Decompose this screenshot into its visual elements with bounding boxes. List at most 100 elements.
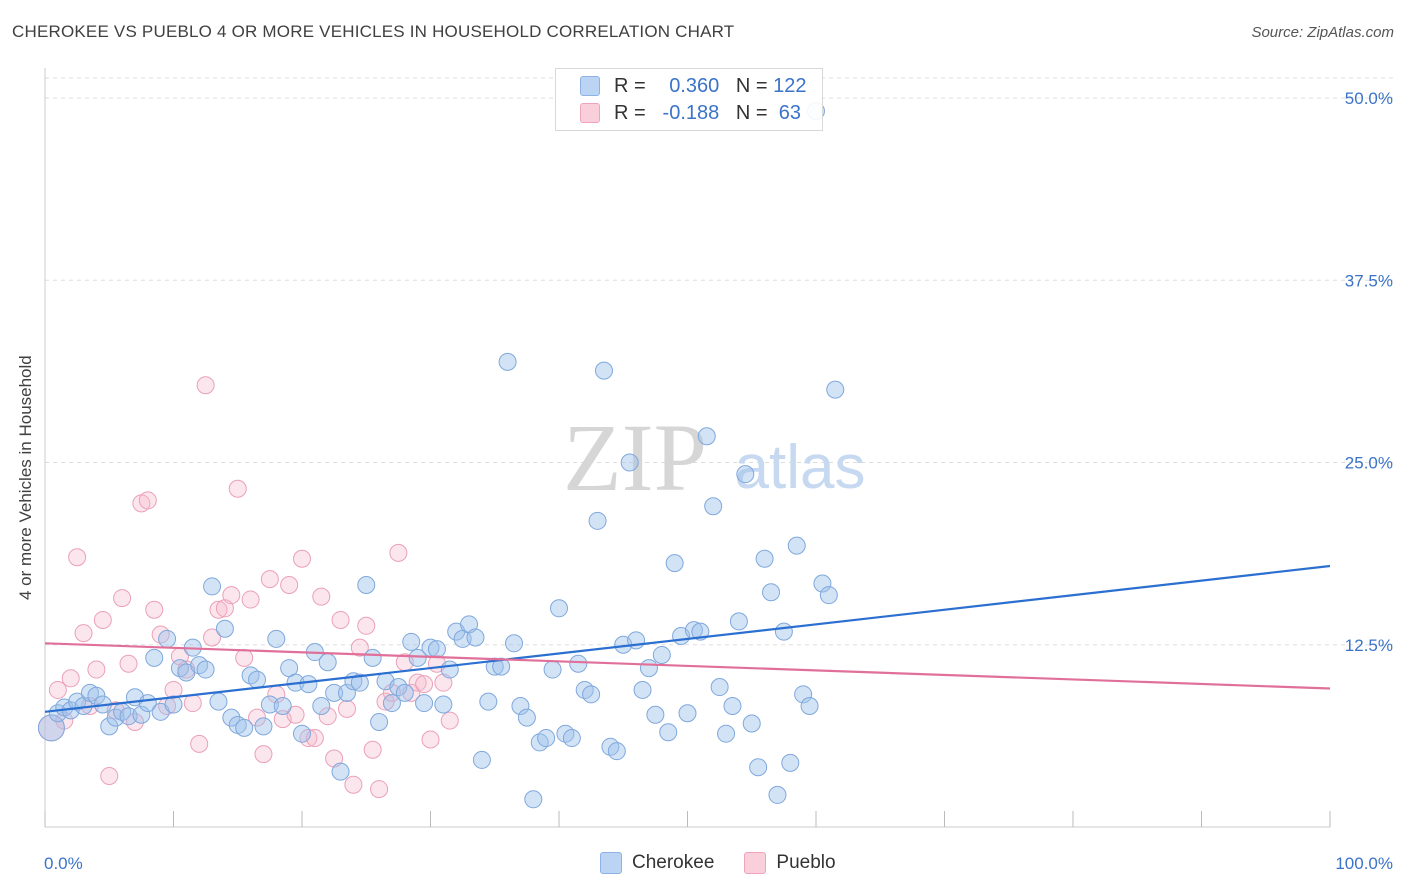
point-pueblo [286, 705, 305, 724]
point-cherokee [511, 696, 530, 715]
point-pueblo [440, 711, 459, 730]
x-tick-label: 100.0% [1335, 854, 1393, 873]
point-cherokee [717, 724, 736, 743]
point-cherokee [582, 685, 601, 704]
point-pueblo [318, 707, 337, 726]
point-pueblo [312, 587, 331, 606]
point-cherokee [408, 648, 427, 667]
point-pueblo [370, 780, 389, 799]
point-pueblo [190, 734, 209, 753]
point-cherokee [299, 675, 318, 694]
point-cherokee [652, 645, 671, 664]
point-cherokee [357, 575, 376, 594]
legend-item-cherokee: Cherokee [600, 852, 714, 874]
pueblo-swatch-icon [580, 103, 600, 123]
point-cherokee [318, 653, 337, 672]
point-cherokee [235, 718, 254, 737]
point-pueblo [254, 745, 273, 764]
point-cherokee [620, 453, 639, 472]
point-cherokee [248, 670, 267, 689]
point-cherokee [633, 680, 652, 699]
point-pueblo [344, 775, 363, 794]
watermark: ZIP atlas [563, 404, 865, 511]
point-cherokee [325, 683, 344, 702]
point-cherokee [415, 694, 434, 713]
point-cherokee [460, 615, 479, 634]
point-cherokee [639, 659, 658, 678]
point-cherokee [203, 577, 222, 596]
point-pueblo [203, 628, 222, 647]
point-pueblo [48, 680, 67, 699]
cherokee-legend-icon [600, 852, 622, 874]
point-pueblo [235, 648, 254, 667]
point-cherokee [826, 380, 845, 399]
point-cherokee [800, 696, 819, 715]
point-pueblo [209, 600, 228, 619]
point-pueblo [421, 730, 440, 749]
point-pueblo [350, 638, 369, 657]
point-cherokee [569, 654, 588, 673]
point-cherokee [762, 583, 781, 602]
point-cherokee [665, 554, 684, 573]
y-tick-label: 12.5% [1345, 636, 1393, 655]
point-pueblo [183, 694, 202, 713]
point-cherokee [646, 705, 665, 724]
legend-n-value: 122 [773, 74, 807, 97]
point-cherokee [710, 678, 729, 697]
point-cherokee [395, 683, 414, 702]
point-cherokee [215, 619, 234, 638]
watermark-atlas: atlas [735, 433, 866, 502]
point-cherokee [524, 790, 543, 809]
point-cherokee [382, 694, 401, 713]
chart-source: Source: ZipAtlas.com [1251, 24, 1394, 41]
point-pueblo [408, 673, 427, 692]
point-cherokee [794, 685, 813, 704]
legend-row-cherokee: R = 0.360 N = 122 [580, 74, 807, 98]
point-cherokee [350, 673, 369, 692]
point-cherokee [723, 696, 742, 715]
point-pueblo [331, 610, 350, 629]
legend-r-value: 0.360 [669, 74, 720, 97]
point-pueblo [434, 673, 453, 692]
legend-r-label: R = [614, 101, 646, 124]
series-legend: Cherokee Pueblo [600, 852, 866, 874]
x-tick-label: 0.0% [44, 854, 83, 873]
point-cherokee [145, 648, 164, 667]
grid-lines [45, 77, 1395, 646]
point-pueblo [228, 479, 247, 498]
chart-title: CHEROKEE VS PUEBLO 4 OR MORE VEHICLES IN… [12, 22, 735, 41]
point-cherokee [742, 714, 761, 733]
point-cherokee [312, 696, 331, 715]
point-cherokee [768, 785, 787, 804]
legend-row-pueblo: R = -0.188 N = 63 [580, 101, 801, 125]
point-cherokee [132, 705, 151, 724]
point-cherokee [164, 695, 183, 714]
point-cherokee [594, 361, 613, 380]
legend-r-value: -0.188 [662, 101, 720, 124]
y-tick-label: 25.0% [1345, 454, 1393, 473]
point-cherokee [222, 708, 241, 727]
point-cherokee [479, 692, 498, 711]
point-cherokee [813, 574, 832, 593]
point-pueblo [222, 586, 241, 605]
point-pueblo [363, 740, 382, 759]
point-cherokee [498, 352, 517, 371]
point-pueblo [325, 749, 344, 768]
point-cherokee [337, 683, 356, 702]
point-pueblo [145, 600, 164, 619]
trend-line-cherokee [44, 564, 1331, 713]
point-cherokee [370, 713, 389, 732]
point-cherokee [704, 497, 723, 516]
point-cherokee [267, 629, 286, 648]
watermark-zip: ZIP [563, 404, 707, 511]
point-cherokee [119, 707, 138, 726]
point-pueblo [241, 590, 260, 609]
point-cherokee [729, 612, 748, 631]
point-cherokee [659, 723, 678, 742]
point-cherokee [293, 724, 311, 743]
point-pueblo [260, 570, 279, 589]
trend-line-pueblo [44, 642, 1331, 690]
legend-n-label: N = [735, 74, 768, 97]
point-cherokee [787, 536, 806, 555]
